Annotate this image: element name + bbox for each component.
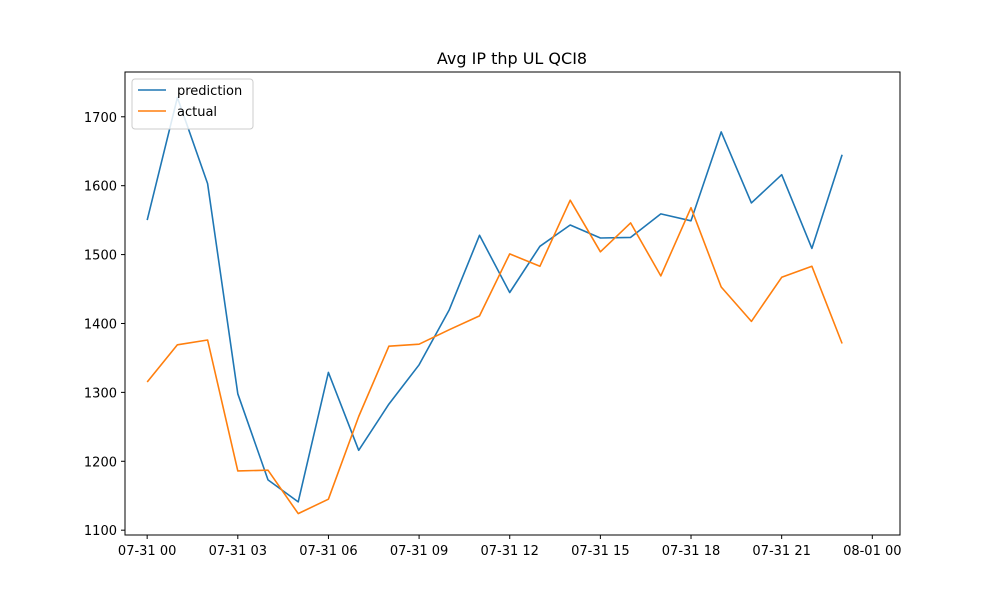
y-tick-label: 1500 [84,249,117,264]
x-tick-label: 07-31 03 [209,544,267,559]
axis-layer: 1100 1200 1300 1400 1500 1600 1700 07-31 00 07-3… [84,111,902,559]
x-tick-label: 07-31 15 [571,544,629,559]
y-tick-label: 1700 [84,111,117,126]
y-tick-label: 1300 [84,386,117,401]
legend-label-prediction: prediction [177,84,242,99]
x-tick-label: 07-31 12 [481,544,539,559]
x-tick-label: 07-31 09 [390,544,448,559]
y-tick-label: 1600 [84,180,117,195]
chart-title: Avg IP thp UL QCI8 [437,49,587,68]
x-tick-label: 07-31 18 [662,544,720,559]
series-layer [146,96,843,515]
x-tick-label: 07-31 00 [118,544,176,559]
legend-box [131,78,254,130]
series-line-actual [146,199,843,515]
x-tick-label: 08-01 00 [843,544,901,559]
x-tick-label: 07-31 21 [752,544,810,559]
legend: prediction actual [131,78,254,130]
x-tick-label: 07-31 06 [299,544,357,559]
y-tick-label: 1200 [84,455,117,470]
y-tick-label: 1400 [84,317,117,332]
series-line-prediction [146,96,843,503]
legend-label-actual: actual [177,105,217,120]
plot-frame [124,71,901,536]
y-tick-label: 1100 [84,524,117,539]
